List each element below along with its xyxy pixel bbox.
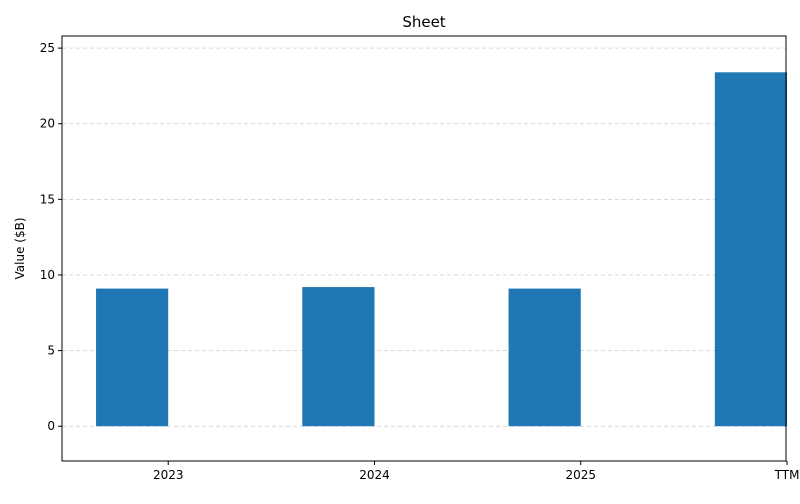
x-tick-label: TTM (774, 468, 800, 482)
y-tick-label: 0 (47, 419, 55, 433)
bar-2023 (96, 288, 169, 427)
plot-frame (61, 35, 787, 462)
y-axis: 0 5 10 15 20 25 (40, 41, 62, 433)
x-tick-label: 2024 (359, 468, 390, 482)
y-axis-label: Value ($B) (13, 218, 27, 280)
chart-title: Sheet (402, 13, 445, 31)
y-tick-label: 15 (40, 192, 55, 206)
bar-2024 (302, 287, 375, 427)
bar-2025 (508, 288, 581, 427)
x-tick-label: 2025 (565, 468, 596, 482)
bars (96, 72, 788, 427)
y-tick-label: 25 (40, 41, 55, 55)
grid-lines (62, 47, 786, 427)
y-tick-label: 10 (40, 268, 55, 282)
bar-ttm (714, 72, 788, 427)
x-axis: 2023 2024 2025 TTM (153, 461, 799, 482)
y-tick-label: 20 (40, 117, 55, 131)
y-tick-label: 5 (47, 344, 55, 358)
x-tick-label: 2023 (153, 468, 184, 482)
